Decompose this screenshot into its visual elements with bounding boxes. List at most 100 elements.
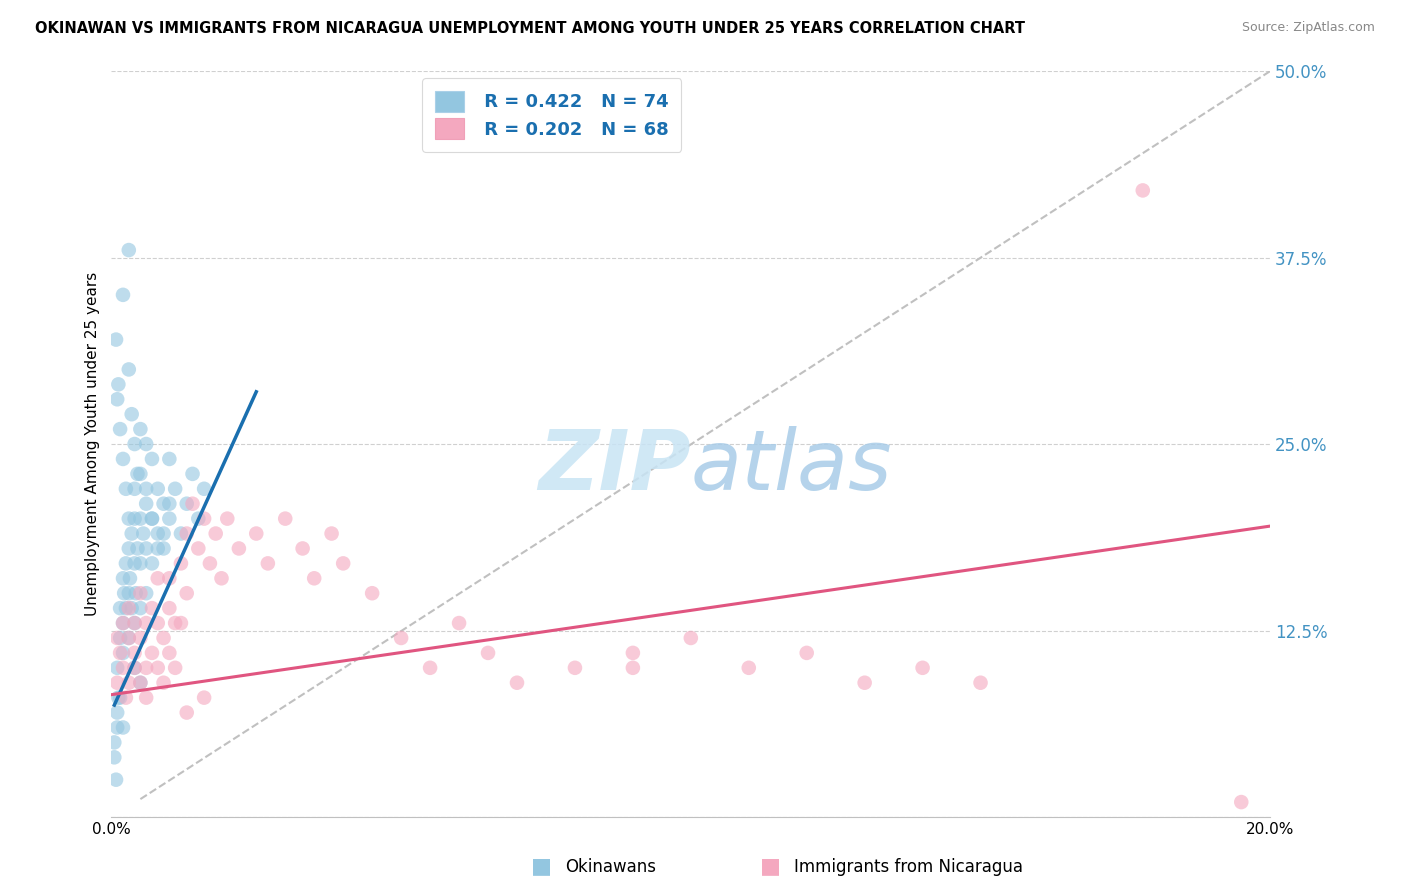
Point	[679, 631, 702, 645]
Y-axis label: Unemployment Among Youth under 25 years: Unemployment Among Youth under 25 years	[86, 272, 100, 616]
Point	[111, 615, 134, 630]
Point	[141, 601, 163, 615]
Point	[118, 243, 141, 257]
Point	[108, 646, 131, 660]
Point	[118, 571, 141, 585]
Point	[135, 690, 157, 705]
Point	[124, 511, 146, 525]
Point	[1132, 183, 1154, 197]
Point	[146, 615, 169, 630]
Point	[118, 511, 141, 525]
Point	[217, 511, 239, 525]
Text: Immigrants from Nicaragua: Immigrants from Nicaragua	[794, 858, 1024, 876]
Point	[157, 511, 180, 525]
Point	[146, 541, 169, 556]
Point	[198, 557, 221, 571]
Point	[105, 706, 128, 720]
Point	[152, 631, 174, 645]
Point	[129, 631, 152, 645]
Point	[193, 690, 215, 705]
Point	[127, 467, 149, 481]
Point	[969, 675, 991, 690]
Point	[274, 511, 297, 525]
Point	[176, 706, 198, 720]
Point	[257, 557, 280, 571]
Point	[111, 646, 134, 660]
Point	[103, 735, 125, 749]
Point	[146, 661, 169, 675]
Point	[129, 422, 152, 436]
Point	[211, 571, 233, 585]
Point	[1230, 795, 1253, 809]
Text: Source: ZipAtlas.com: Source: ZipAtlas.com	[1241, 21, 1375, 34]
Point	[157, 452, 180, 467]
Point	[302, 571, 325, 585]
Legend:  R = 0.422   N = 74,  R = 0.202   N = 68: R = 0.422 N = 74, R = 0.202 N = 68	[422, 78, 682, 152]
Point	[165, 482, 187, 496]
Point	[124, 661, 146, 675]
Text: ZIP: ZIP	[538, 425, 690, 507]
Point	[506, 675, 529, 690]
Point	[135, 661, 157, 675]
Point	[911, 661, 934, 675]
Text: atlas: atlas	[690, 425, 893, 507]
Point	[105, 333, 128, 347]
Point	[361, 586, 384, 600]
Point	[124, 437, 146, 451]
Point	[738, 661, 761, 675]
Point	[170, 526, 193, 541]
Point	[108, 422, 131, 436]
Point	[176, 526, 198, 541]
Point	[291, 541, 314, 556]
Point	[118, 631, 141, 645]
Point	[152, 526, 174, 541]
Point	[118, 631, 141, 645]
Point	[103, 750, 125, 764]
Point	[129, 675, 152, 690]
Point	[107, 690, 129, 705]
Point	[146, 482, 169, 496]
Point	[176, 586, 198, 600]
Point	[108, 601, 131, 615]
Point	[115, 482, 138, 496]
Point	[124, 615, 146, 630]
Point	[105, 661, 128, 675]
Point	[228, 541, 250, 556]
Point	[419, 661, 441, 675]
Point	[141, 511, 163, 525]
Point	[204, 526, 226, 541]
Point	[132, 526, 155, 541]
Point	[115, 601, 138, 615]
Point	[111, 615, 134, 630]
Point	[105, 772, 128, 787]
Point	[111, 452, 134, 467]
Point	[115, 690, 138, 705]
Point	[118, 541, 141, 556]
Point	[124, 646, 146, 660]
Point	[124, 482, 146, 496]
Point	[129, 511, 152, 525]
Point	[129, 601, 152, 615]
Point	[118, 601, 141, 615]
Point	[135, 482, 157, 496]
Point	[152, 675, 174, 690]
Point	[105, 721, 128, 735]
Point	[621, 646, 644, 660]
Point	[129, 586, 152, 600]
Point	[105, 392, 128, 407]
Point	[187, 511, 209, 525]
Point	[165, 615, 187, 630]
Point	[129, 557, 152, 571]
Point	[111, 721, 134, 735]
Text: ■: ■	[531, 856, 551, 876]
Point	[121, 407, 143, 421]
Point	[105, 675, 128, 690]
Point	[118, 586, 141, 600]
Point	[141, 452, 163, 467]
Point	[118, 675, 141, 690]
Point	[181, 497, 204, 511]
Point	[112, 586, 135, 600]
Point	[165, 661, 187, 675]
Point	[135, 437, 157, 451]
Point	[389, 631, 412, 645]
